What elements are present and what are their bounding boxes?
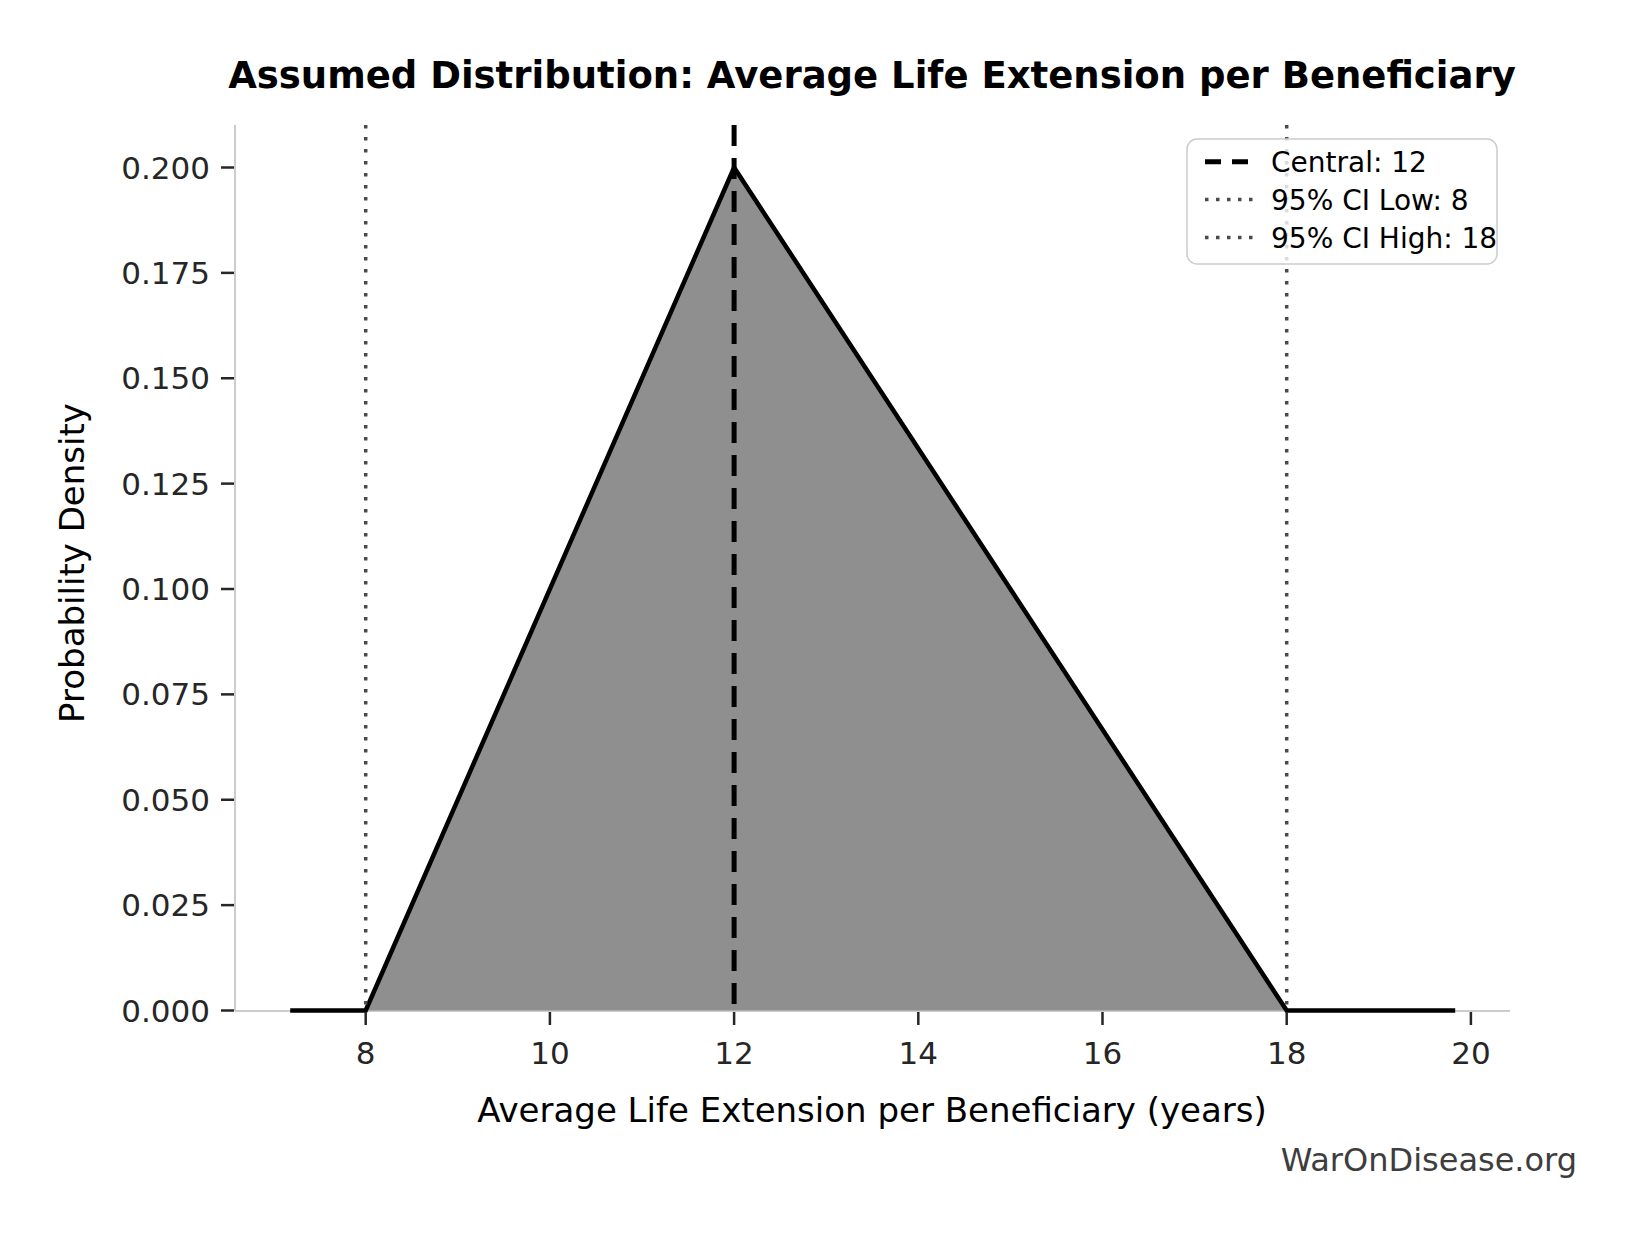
- y-axis-label: Probability Density: [52, 403, 92, 723]
- watermark-text: WarOnDisease.org: [1281, 1141, 1577, 1179]
- x-tick-label: 8: [356, 1035, 376, 1071]
- chart-title: Assumed Distribution: Average Life Exten…: [228, 54, 1516, 97]
- x-tick-label: 18: [1267, 1035, 1306, 1071]
- y-tick-label: 0.050: [121, 782, 210, 818]
- y-tick-label: 0.100: [121, 571, 210, 607]
- figure: 8 10 12 14 16 18 20 0.000 0.025 0.050 0.075 0.100 0.…: [0, 0, 1634, 1234]
- y-tick-label: 0.125: [121, 466, 210, 502]
- x-axis-label: Average Life Extension per Beneficiary (…: [477, 1090, 1267, 1130]
- x-tick-label: 14: [899, 1035, 938, 1071]
- x-tick-label: 20: [1451, 1035, 1490, 1071]
- y-tick-label: 0.075: [121, 676, 210, 712]
- legend: Central: 12 95% CI Low: 8 95% CI High: 18: [1187, 139, 1497, 264]
- y-tick-label: 0.200: [121, 150, 210, 186]
- x-tick-label: 12: [714, 1035, 753, 1071]
- pdf-fill-area: [366, 168, 1287, 1011]
- y-tick-label: 0.175: [121, 255, 210, 291]
- legend-entry-label: 95% CI High: 18: [1271, 222, 1497, 255]
- x-tick-label: 10: [530, 1035, 569, 1071]
- y-tick-label: 0.000: [121, 993, 210, 1029]
- y-tick-label: 0.025: [121, 887, 210, 923]
- legend-entry-label: 95% CI Low: 8: [1271, 184, 1469, 217]
- y-tick-label: 0.150: [121, 360, 210, 396]
- x-tick-label: 16: [1083, 1035, 1122, 1071]
- legend-entry-label: Central: 12: [1271, 146, 1427, 179]
- distribution-chart: 8 10 12 14 16 18 20 0.000 0.025 0.050 0.075 0.100 0.…: [0, 0, 1634, 1234]
